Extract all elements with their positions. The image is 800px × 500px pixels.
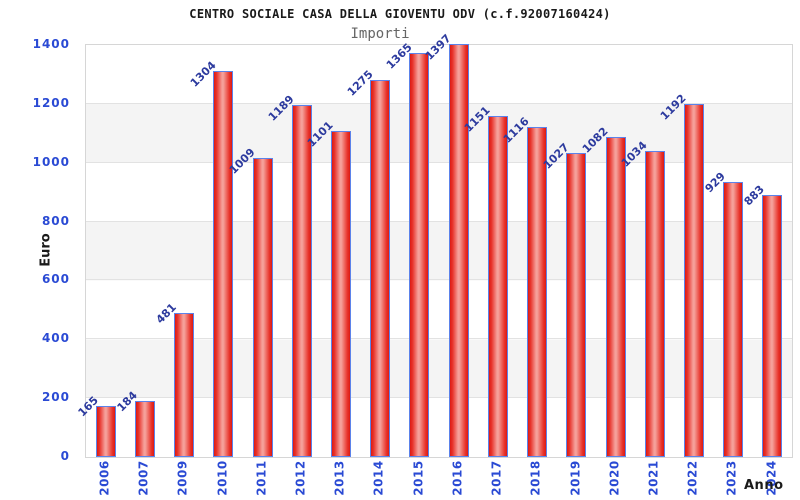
bar-2024 [762, 195, 783, 457]
x-category-label-2020: 2020 [598, 460, 632, 496]
grid-line-1200 [86, 102, 792, 104]
bar-2015 [409, 53, 430, 457]
x-category-label-2015: 2015 [401, 460, 435, 496]
x-axis-labels: 2006 2007 2009 2010 2011 2012 2013 2014 2015 2016… [85, 460, 791, 500]
x-category-label-2011: 2011 [245, 460, 279, 496]
bar-2011 [252, 158, 273, 457]
x-category-label-2006: 2006 [88, 460, 122, 496]
x-category-label-2016: 2016 [441, 460, 475, 496]
x-category-text-2015: 2015 [411, 460, 426, 496]
y-tick-label-200: 200 [41, 390, 70, 405]
x-category-text-2020: 2020 [607, 460, 622, 496]
bar-2012 [291, 105, 312, 457]
bar-2010 [213, 71, 234, 457]
x-category-text-2011: 2011 [254, 460, 269, 496]
x-category-text-2017: 2017 [489, 460, 504, 496]
plot-area: 165 184 481 1304 1009 1189 1101 1275 1365 1397 115… [75, 32, 793, 458]
grid-line-1000 [86, 161, 792, 163]
x-category-text-2022: 2022 [685, 460, 700, 496]
x-category-text-2014: 2014 [372, 460, 387, 496]
x-category-label-2021: 2021 [637, 460, 671, 496]
bar-2018 [527, 126, 548, 457]
y-tick-label-0: 0 [60, 449, 70, 463]
x-category-label-2022: 2022 [676, 460, 710, 496]
y-tick-label-600: 600 [41, 272, 70, 287]
x-category-text-2013: 2013 [332, 460, 347, 496]
y-tick-label-400: 400 [41, 331, 70, 346]
x-category-label-2018: 2018 [519, 460, 553, 496]
x-category-text-2007: 2007 [136, 460, 151, 496]
bar-2022 [683, 104, 704, 457]
bar-2023 [723, 181, 744, 457]
grid-line-800 [86, 220, 792, 222]
bar-2007 [134, 400, 155, 457]
y-axis-ticks: 0 200 400 600 800 1000 1200 1400 [0, 37, 78, 463]
x-category-text-2021: 2021 [646, 460, 661, 496]
bar-2020 [605, 136, 626, 457]
y-tick-label-1200: 1200 [32, 95, 70, 110]
y-tick-label-1000: 1000 [32, 154, 70, 169]
x-category-text-2016: 2016 [450, 460, 465, 496]
x-category-text-2023: 2023 [725, 460, 740, 496]
x-category-label-2010: 2010 [205, 460, 239, 496]
chart-title: CENTRO SOCIALE CASA DELLA GIOVENTU ODV (… [189, 7, 611, 21]
x-category-label-2013: 2013 [323, 460, 357, 496]
grid-line-200 [86, 397, 792, 399]
bar-2013 [330, 131, 351, 457]
x-category-text-2009: 2009 [176, 460, 191, 496]
y-tick-label-1400: 1400 [32, 37, 70, 51]
x-category-label-2009: 2009 [166, 460, 200, 496]
bar-2009 [174, 313, 195, 457]
x-category-label-2017: 2017 [480, 460, 514, 496]
bar-2021 [644, 150, 665, 457]
bar-2019 [566, 152, 587, 457]
y-tick-label-800: 800 [41, 213, 70, 228]
bar-2014 [370, 79, 391, 457]
bar-2017 [487, 116, 508, 457]
x-category-label-2007: 2007 [127, 460, 161, 496]
grid-line-400 [86, 338, 792, 340]
x-axis-title: Anno [744, 478, 784, 493]
chart-subtitle: Importi [350, 26, 410, 42]
x-category-text-2018: 2018 [529, 460, 544, 496]
bar-2006 [95, 406, 116, 457]
x-category-label-2012: 2012 [284, 460, 318, 496]
x-category-text-2019: 2019 [568, 460, 583, 496]
x-category-text-2012: 2012 [293, 460, 308, 496]
x-category-text-2010: 2010 [215, 460, 230, 496]
grid-line-600 [86, 279, 792, 281]
bar-2016 [448, 43, 469, 457]
x-category-text-2006: 2006 [97, 460, 112, 496]
x-category-label-2019: 2019 [558, 460, 592, 496]
x-category-label-2014: 2014 [362, 460, 396, 496]
